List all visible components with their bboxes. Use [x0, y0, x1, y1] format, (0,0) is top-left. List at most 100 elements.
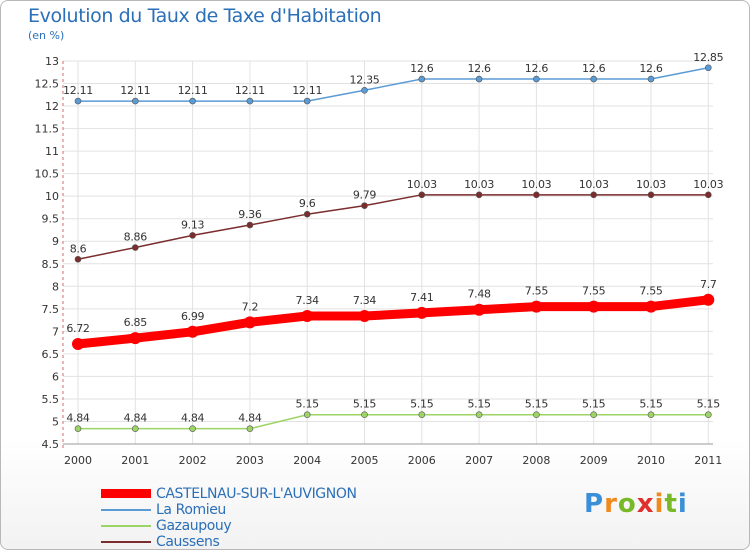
x-tick-label: 2000: [64, 454, 92, 467]
data-label: 10.03: [693, 178, 723, 191]
series-line-2: [77, 413, 710, 430]
data-point: [74, 97, 82, 105]
data-label: 7.48: [467, 288, 491, 301]
x-tick-label: 2001: [121, 454, 149, 467]
legend-label-la-romieu: La Romieu: [156, 502, 226, 518]
y-tick-label: 5.5: [42, 393, 60, 406]
data-point: [246, 97, 254, 105]
data-point: [132, 244, 139, 251]
data-point: [702, 293, 715, 306]
data-label: 10.03: [579, 178, 609, 191]
data-label: 4.84: [238, 412, 262, 425]
data-point: [418, 411, 426, 419]
logo-letter: P: [584, 489, 605, 519]
data-label: 7.2: [242, 300, 259, 313]
data-label: 7.55: [582, 285, 606, 298]
data-point: [587, 300, 600, 313]
data-label: 4.84: [181, 412, 205, 425]
data-label: 5.15: [697, 398, 721, 411]
data-label: 5.15: [410, 398, 434, 411]
logo-letter: t: [664, 489, 678, 519]
legend-swatch-castelnau: [101, 489, 151, 498]
y-tick-label: 6.5: [42, 348, 60, 361]
data-label: 8.6: [70, 242, 87, 255]
proxiti-logo: Proxiti: [584, 489, 688, 519]
data-point: [243, 316, 256, 329]
y-tick-label: 4.5: [42, 438, 60, 451]
data-label: 12.35: [350, 73, 380, 86]
y-tick-label: 13: [45, 55, 59, 68]
x-tick-label: 2011: [694, 454, 722, 467]
data-label: 12.11: [120, 84, 150, 97]
data-label: 6.99: [181, 310, 205, 323]
data-label: 7.55: [525, 285, 549, 298]
data-label: 7.55: [639, 285, 663, 298]
data-point: [647, 411, 655, 419]
legend-swatch-caussens: [101, 541, 151, 543]
y-tick-label: 11.5: [35, 123, 60, 136]
y-tick-label: 8: [52, 280, 59, 293]
y-tick-label: 10: [45, 190, 59, 203]
data-point: [704, 64, 712, 72]
data-point: [361, 86, 368, 94]
data-label: 5.15: [582, 398, 606, 411]
data-label: 7.34: [296, 294, 320, 307]
y-tick-label: 12.5: [35, 78, 60, 91]
y-tick-label: 7: [52, 325, 59, 338]
data-point: [704, 411, 712, 419]
data-label: 10.03: [407, 178, 437, 191]
data-point: [303, 210, 311, 218]
data-label: 12.11: [63, 84, 93, 97]
data-label: 9.6: [299, 197, 316, 210]
data-label: 8.86: [124, 231, 148, 244]
data-point: [533, 411, 540, 419]
y-tick-label: 5: [52, 415, 59, 428]
data-point: [533, 75, 540, 83]
data-point: [590, 191, 598, 199]
data-label: 12.11: [235, 84, 265, 97]
x-tick-label: 2009: [580, 454, 608, 467]
data-label: 12.85: [693, 51, 723, 64]
data-label: 12.11: [178, 84, 208, 97]
data-label: 4.84: [124, 412, 148, 425]
data-point: [303, 411, 311, 419]
data-point: [475, 411, 483, 419]
logo-letter: i: [677, 489, 688, 519]
data-label: 5.15: [639, 398, 663, 411]
data-label: 12.6: [410, 62, 434, 75]
x-tick-label: 2008: [522, 454, 550, 467]
data-point: [533, 191, 540, 199]
logo-letter: i: [654, 489, 665, 519]
x-tick-label: 2007: [465, 454, 493, 467]
y-tick-label: 9: [52, 235, 59, 248]
data-point: [132, 425, 139, 432]
legend-swatch-la-romieu: [101, 509, 151, 511]
data-label: 10.03: [521, 178, 551, 191]
data-label: 9.79: [353, 189, 377, 202]
data-point: [358, 310, 371, 323]
data-point: [129, 332, 142, 345]
logo-letter: r: [604, 489, 618, 519]
data-label: 7.7: [700, 278, 717, 291]
data-point: [415, 306, 428, 319]
data-point: [361, 411, 368, 419]
data-label: 9.13: [181, 218, 205, 231]
data-label: 12.6: [525, 62, 549, 75]
data-point: [74, 425, 82, 432]
series-line-0: [73, 295, 713, 349]
x-tick-label: 2010: [637, 454, 665, 467]
data-point: [132, 97, 139, 105]
series-line-1: [77, 67, 710, 102]
data-point: [303, 97, 311, 105]
data-point: [74, 255, 82, 263]
data-point: [189, 97, 196, 105]
data-point: [590, 411, 598, 419]
y-tick-label: 10.5: [35, 168, 60, 181]
data-point: [361, 202, 368, 209]
data-label: 12.6: [582, 62, 606, 75]
data-label: 7.34: [353, 294, 377, 307]
data-label: 5.15: [467, 398, 491, 411]
y-tick-label: 9.5: [42, 213, 60, 226]
data-point: [475, 75, 483, 83]
